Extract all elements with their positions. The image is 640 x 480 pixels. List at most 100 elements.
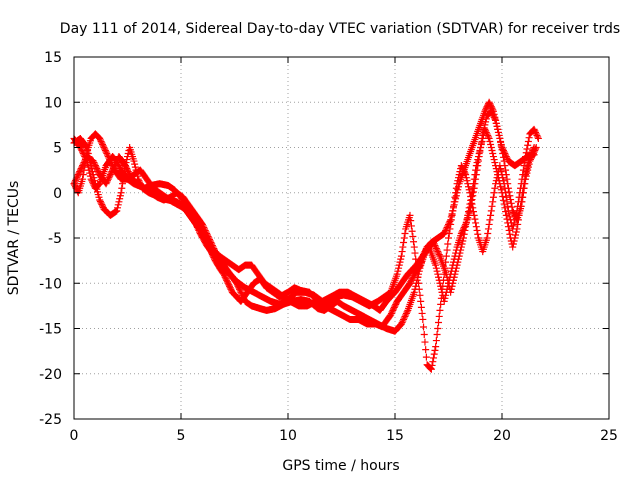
data-point — [483, 130, 491, 138]
data-point — [205, 234, 213, 242]
data-point — [200, 223, 208, 231]
data-point — [492, 116, 500, 124]
data-point — [501, 204, 509, 212]
data-point — [116, 192, 124, 200]
data-point — [454, 258, 462, 266]
data-point — [106, 156, 114, 164]
data-point — [495, 131, 503, 139]
data-point — [494, 128, 502, 136]
data-point — [464, 183, 472, 191]
data-point — [516, 207, 524, 215]
y-tick-label: -10 — [39, 276, 62, 292]
data-point — [512, 228, 520, 236]
y-tick-label: 15 — [44, 50, 62, 66]
data-point — [532, 128, 540, 136]
data-point — [84, 147, 92, 155]
data-point — [133, 172, 141, 180]
data-point — [422, 346, 430, 354]
data-point — [442, 291, 450, 299]
data-point — [76, 166, 84, 174]
data-point — [464, 208, 472, 216]
data-point — [427, 364, 435, 372]
data-point — [407, 217, 415, 225]
data-point — [430, 239, 438, 247]
data-point — [399, 243, 407, 251]
data-point — [443, 246, 451, 254]
data-series — [70, 125, 542, 373]
data-point — [452, 264, 460, 272]
data-point — [91, 160, 99, 168]
data-point — [506, 192, 514, 200]
data-point — [476, 147, 484, 155]
data-point — [459, 166, 467, 174]
data-point — [523, 145, 531, 153]
data-point — [484, 225, 492, 233]
data-point — [432, 261, 440, 269]
data-point — [227, 285, 235, 293]
data-point — [206, 236, 214, 244]
data-point — [71, 183, 79, 191]
data-point — [91, 177, 99, 185]
data-point — [416, 262, 424, 270]
data-point — [449, 276, 457, 284]
data-point — [401, 229, 409, 237]
data-point — [99, 140, 107, 148]
data-point — [514, 220, 522, 228]
data-point — [131, 160, 139, 168]
data-point — [472, 223, 480, 231]
data-point — [505, 188, 513, 196]
data-point — [523, 165, 531, 173]
data-point — [491, 115, 499, 123]
data-point — [220, 270, 228, 278]
data-point — [500, 200, 508, 208]
data-point — [111, 160, 119, 168]
data-point — [124, 168, 132, 176]
data-point — [532, 130, 540, 138]
data-point — [489, 153, 497, 161]
data-point — [520, 180, 528, 188]
data-point — [435, 249, 443, 257]
data-point — [462, 174, 470, 182]
data-point — [487, 207, 495, 215]
data-point — [487, 211, 495, 219]
data-point — [459, 234, 467, 242]
data-point — [133, 169, 141, 177]
data-point — [430, 240, 438, 248]
data-point — [502, 211, 510, 219]
data-point — [208, 242, 216, 250]
data-point — [222, 275, 230, 283]
data-point — [482, 128, 490, 136]
data-point — [436, 306, 444, 314]
data-point — [478, 137, 486, 145]
axis-ticks: 0 5 10 15 20 25 15 10 5 0 -5 -10 -15 -20 -25 — [39, 50, 618, 444]
data-point — [504, 223, 512, 231]
data-point — [463, 177, 471, 185]
data-point — [443, 273, 451, 281]
data-point — [199, 222, 207, 230]
data-point — [509, 222, 517, 230]
data-point — [452, 195, 460, 203]
data-point — [445, 229, 453, 237]
data-point — [116, 195, 124, 203]
y-tick-label: -5 — [48, 231, 62, 247]
data-point — [452, 184, 460, 192]
data-point — [522, 149, 530, 157]
data-point — [114, 204, 122, 212]
x-tick-label: 25 — [600, 428, 618, 444]
data-point — [442, 226, 450, 234]
data-point — [467, 193, 475, 201]
data-point — [73, 174, 81, 182]
data-point — [497, 183, 505, 191]
data-point — [490, 156, 498, 164]
data-point — [402, 311, 410, 319]
data-point — [490, 113, 498, 121]
data-point — [449, 279, 457, 287]
data-point — [457, 162, 465, 170]
data-point — [409, 232, 417, 240]
data-point — [74, 171, 82, 179]
data-point — [122, 163, 130, 171]
y-tick-label: -15 — [39, 322, 62, 338]
data-point — [400, 234, 408, 242]
data-point — [533, 131, 541, 139]
data-point — [107, 169, 115, 177]
